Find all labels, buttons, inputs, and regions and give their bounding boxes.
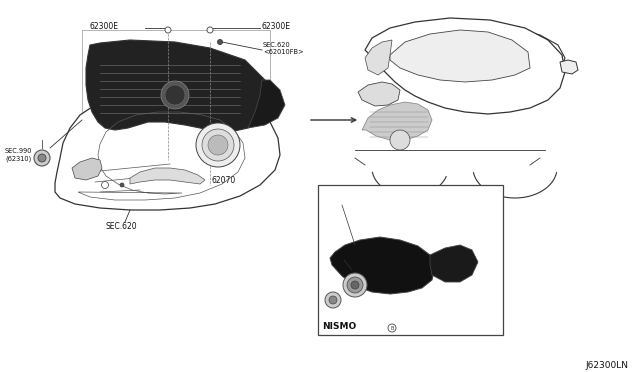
Circle shape	[347, 277, 363, 293]
Polygon shape	[390, 30, 530, 82]
Polygon shape	[560, 60, 578, 74]
Text: SEC.990
(62310+A): SEC.990 (62310+A)	[320, 318, 356, 332]
Circle shape	[165, 27, 171, 33]
Circle shape	[38, 154, 46, 162]
Text: SEC.620: SEC.620	[105, 221, 136, 231]
Circle shape	[390, 130, 410, 150]
Circle shape	[196, 123, 240, 167]
Polygon shape	[370, 25, 565, 90]
Text: 62070: 62070	[212, 176, 236, 185]
Circle shape	[165, 85, 185, 105]
Text: 62300E: 62300E	[262, 22, 291, 31]
Text: SEC.990
(62310): SEC.990 (62310)	[320, 301, 348, 315]
Polygon shape	[362, 102, 432, 140]
Text: NISMO: NISMO	[322, 322, 356, 331]
Polygon shape	[130, 168, 205, 184]
Polygon shape	[55, 94, 280, 210]
Text: SEC.620
<62010FB>: SEC.620 <62010FB>	[263, 42, 303, 55]
Text: 08540-3105A
(2): 08540-3105A (2)	[400, 318, 445, 332]
Text: SEC.620
(62020U): SEC.620 (62020U)	[320, 193, 351, 207]
Circle shape	[351, 281, 359, 289]
Circle shape	[207, 27, 213, 33]
Circle shape	[388, 324, 396, 332]
Text: 62070: 62070	[320, 237, 344, 247]
Polygon shape	[358, 82, 400, 106]
Polygon shape	[365, 18, 565, 114]
Circle shape	[34, 150, 50, 166]
Polygon shape	[72, 158, 102, 180]
Circle shape	[102, 182, 109, 189]
Polygon shape	[86, 40, 268, 132]
Circle shape	[329, 296, 337, 304]
Polygon shape	[430, 245, 478, 282]
Polygon shape	[330, 237, 435, 294]
Circle shape	[202, 129, 234, 161]
Circle shape	[120, 183, 124, 187]
Polygon shape	[365, 40, 392, 75]
Polygon shape	[82, 30, 270, 155]
Text: 62890M: 62890M	[320, 256, 351, 264]
Circle shape	[208, 135, 228, 155]
Text: SEC.990
(62310): SEC.990 (62310)	[5, 148, 33, 162]
Circle shape	[161, 81, 189, 109]
Text: J62300LN: J62300LN	[585, 360, 628, 369]
Polygon shape	[248, 80, 285, 128]
Bar	[318, 185, 503, 335]
Circle shape	[218, 39, 223, 45]
Circle shape	[343, 273, 367, 297]
Text: 62300E: 62300E	[90, 22, 119, 31]
Circle shape	[325, 292, 341, 308]
Text: B: B	[390, 326, 394, 330]
